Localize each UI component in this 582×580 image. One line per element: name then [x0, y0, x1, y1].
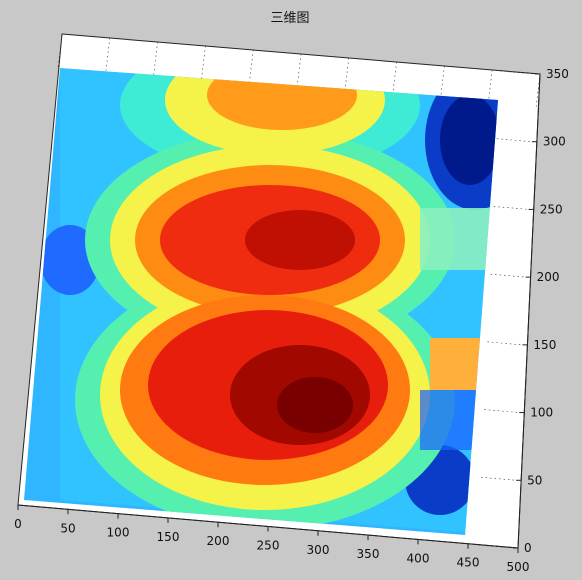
x-grid-line	[296, 53, 302, 89]
x-grid-line	[153, 41, 158, 77]
cold-region-left	[40, 225, 100, 295]
x-grid-line	[248, 49, 254, 85]
x-grid-line	[344, 57, 350, 93]
x-grid-line	[201, 45, 206, 81]
x-grid-line	[440, 65, 445, 101]
y-grid-line	[499, 70, 536, 75]
x-axis: 0 50 100 150 200 250 300 350 400 450 500	[14, 504, 530, 574]
y-grid-line	[487, 341, 523, 346]
y-axis: 0 50 100 150 200 250 300 350	[513, 67, 569, 555]
y-grid-line	[481, 476, 517, 481]
x-grid-line	[392, 61, 397, 97]
y-tick-label: 150	[533, 338, 556, 352]
x-grid-line	[105, 37, 111, 73]
y-tick-label: 0	[524, 541, 532, 555]
hotspot-middle	[245, 210, 355, 270]
y-grid-line	[493, 206, 529, 210]
y-tick-label: 300	[543, 135, 566, 149]
x-grid-line	[57, 33, 63, 69]
x-tick-label: 100	[107, 526, 130, 540]
x-tick-label: 450	[457, 556, 480, 570]
y-tick-label: 100	[530, 406, 553, 420]
x-tick-label: 500	[507, 560, 530, 574]
x-tick-label: 50	[60, 521, 75, 535]
y-grid-line	[484, 409, 520, 413]
chart-title: 三维图	[270, 11, 309, 26]
y-tick-label: 50	[527, 473, 542, 487]
x-tick-label: 0	[14, 517, 22, 531]
x-tick-label: 300	[307, 543, 330, 557]
x-tick-label: 400	[407, 551, 430, 565]
x-tick-label: 250	[257, 539, 280, 553]
x-grid-line	[487, 69, 493, 105]
y-tick-label: 250	[540, 202, 563, 216]
x-tick-label: 200	[207, 534, 230, 548]
x-tick-label: 350	[357, 547, 380, 561]
y-grid-line	[490, 273, 526, 278]
y-tick-label: 200	[537, 270, 560, 284]
y-grid-line	[496, 138, 532, 143]
x-tick-label: 150	[157, 530, 180, 544]
y-tick-label: 350	[546, 67, 569, 81]
